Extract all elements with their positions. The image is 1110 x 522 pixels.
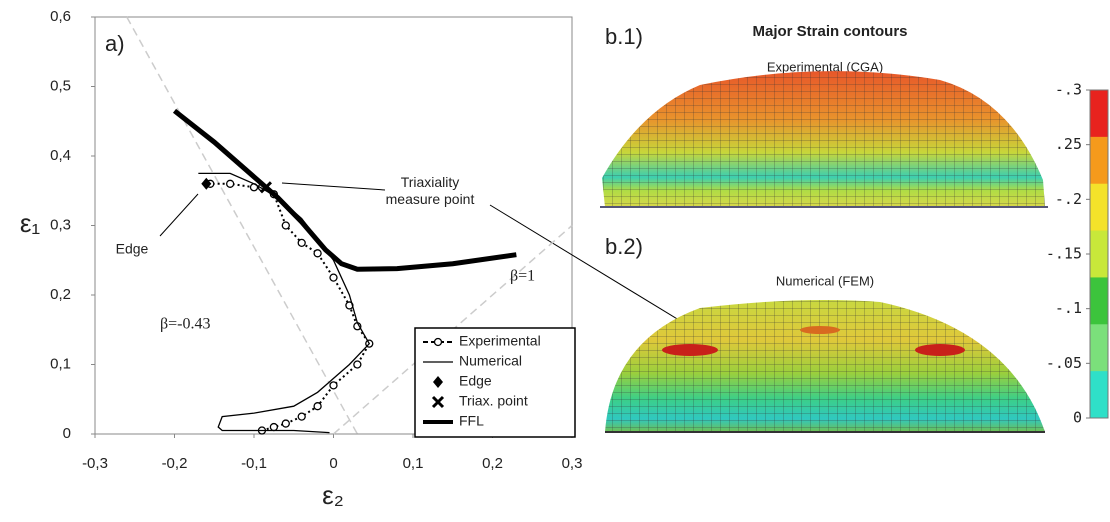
colorbar-label: 0 — [1073, 409, 1082, 427]
reference-label: β=-0.43 — [160, 316, 211, 333]
marker — [298, 239, 305, 246]
x-tick-label: -0,2 — [162, 455, 188, 472]
colorbar-band — [1090, 184, 1108, 231]
marker — [282, 222, 289, 229]
colorbar-label: -.05 — [1046, 354, 1082, 372]
marker — [227, 180, 234, 187]
marker — [314, 403, 321, 410]
colorbar-label: .25 — [1055, 135, 1082, 153]
marker — [314, 250, 321, 257]
legend-label: Edge — [459, 373, 492, 389]
legend-label: Triax. point — [459, 393, 528, 409]
contours-title: Major Strain contours — [752, 23, 907, 40]
annotation: Edge — [116, 241, 149, 257]
colorbar-band — [1090, 137, 1108, 184]
x-tick-label: 0,3 — [562, 455, 583, 472]
contour-image-1 — [600, 71, 1048, 207]
y-tick-label: 0,2 — [50, 286, 71, 303]
y-axis-label: ε₁ — [20, 208, 41, 238]
colorbar-label: -.1 — [1055, 299, 1082, 317]
colorbar-band — [1090, 324, 1108, 371]
y-tick-label: 0,5 — [50, 77, 71, 94]
marker — [201, 178, 211, 190]
panel-title: Numerical (FEM) — [776, 273, 874, 288]
marker — [298, 413, 305, 420]
figure: a) ε₂ ε₁ Edge Triaxialitymeasure point M… — [0, 0, 1110, 517]
x-tick-label: -0,1 — [241, 455, 267, 472]
y-tick-label: 0 — [63, 425, 71, 442]
series-line — [210, 184, 369, 431]
marker — [354, 361, 361, 368]
legend-label: Experimental — [459, 333, 541, 349]
marker — [330, 274, 337, 281]
x-tick-label: 0 — [329, 455, 337, 472]
x-tick-label: -0,3 — [82, 455, 108, 472]
colorbar: -.3 .25 -.2 -.15 -.1 -.05 0 — [1046, 81, 1108, 427]
reference-label: β=1 — [510, 268, 535, 285]
y-tick-label: 0,4 — [50, 147, 71, 164]
marker — [330, 382, 337, 389]
annotation-arrow — [160, 194, 198, 236]
colorbar-band — [1090, 371, 1108, 418]
x-axis-label: ε₂ — [322, 480, 344, 510]
x-tick-label: 0,2 — [482, 455, 503, 472]
colorbar-label: -.3 — [1055, 81, 1082, 99]
x-tick-label: 0,1 — [403, 455, 424, 472]
legend-label: Numerical — [459, 353, 522, 369]
legend-label: FFL — [459, 413, 484, 429]
colorbar-label: -.15 — [1046, 245, 1082, 263]
marker — [282, 420, 289, 427]
panel-label: a) — [105, 31, 125, 56]
panel-label: b.1) — [605, 24, 643, 49]
reference-line — [127, 17, 358, 434]
y-tick-label: 0,3 — [50, 216, 71, 233]
panel-label: b.2) — [605, 234, 643, 259]
colorbar-band — [1090, 277, 1108, 324]
legend-marker — [435, 339, 442, 346]
series-line — [198, 173, 369, 432]
contour-image-2 — [605, 300, 1045, 432]
marker — [270, 424, 277, 431]
colorbar-band — [1090, 231, 1108, 278]
colorbar-band — [1090, 90, 1108, 137]
y-tick-label: 0,1 — [50, 355, 71, 372]
annotation-arrow — [282, 183, 385, 190]
colorbar-label: -.2 — [1055, 190, 1082, 208]
y-tick-label: 0,6 — [50, 8, 71, 25]
